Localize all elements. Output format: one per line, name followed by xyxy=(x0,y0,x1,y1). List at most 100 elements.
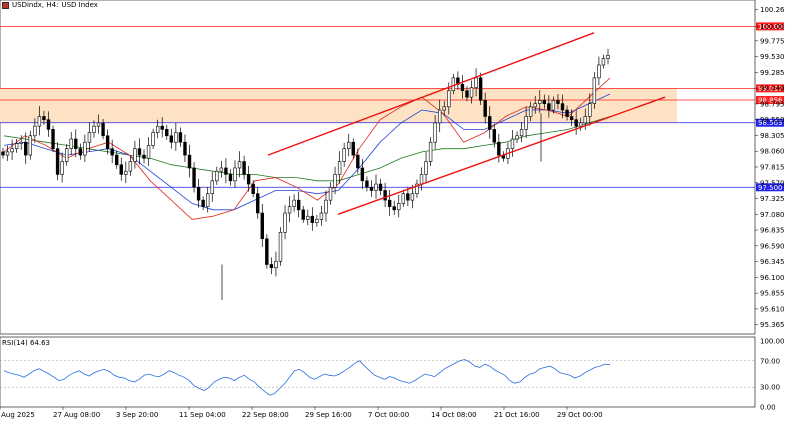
candle-body-14 xyxy=(64,148,69,162)
candle-body-17 xyxy=(78,148,83,156)
time-tick-label-2: 3 Sep 20:00 xyxy=(116,411,158,419)
candle-body-99 xyxy=(451,77,456,92)
price-tick-label-0: 100.265 xyxy=(760,6,785,14)
candle-body-124 xyxy=(565,109,569,117)
time-tick-label-6: 7 Oct 00:00 xyxy=(368,411,409,419)
rsi-line xyxy=(3,359,611,396)
candle-body-3 xyxy=(14,143,19,149)
candle-body-1 xyxy=(5,151,10,156)
candle-body-9 xyxy=(42,116,46,120)
price-tick-label-20: 95.365 xyxy=(760,321,785,329)
symbol-label: USDindx, H4: xyxy=(12,1,59,9)
candles-group xyxy=(1,48,610,277)
candle-body-62 xyxy=(283,212,287,233)
candle-body-5 xyxy=(24,141,28,156)
candle-body-86 xyxy=(392,206,396,211)
price-tick-label-4: 99.285 xyxy=(760,69,785,77)
candle-body-93 xyxy=(424,161,428,175)
main-pane-frame xyxy=(0,0,756,335)
candle-body-65 xyxy=(296,199,301,211)
ema-red-line xyxy=(3,77,611,220)
candle-body-21 xyxy=(96,122,101,127)
candle-body-35 xyxy=(160,125,164,130)
candle-body-85 xyxy=(387,199,392,207)
candle-body-70 xyxy=(319,212,324,220)
candle-body-81 xyxy=(369,186,374,191)
price-tick-label-1: 100.000 xyxy=(760,23,785,31)
rsi-tick-label-1: 70.00 xyxy=(760,357,780,365)
candle-body-6 xyxy=(28,135,32,156)
candle-body-32 xyxy=(146,145,151,159)
candle-body-44 xyxy=(201,199,205,207)
candle-body-34 xyxy=(155,125,160,133)
candle-body-113 xyxy=(515,135,519,140)
price-tick-label-6: 98.795 xyxy=(760,100,785,108)
candle-body-8 xyxy=(37,116,42,127)
price-tick-label-11: 97.570 xyxy=(760,179,785,187)
candle-body-31 xyxy=(142,154,146,159)
candle-body-58 xyxy=(265,238,269,265)
candle-body-66 xyxy=(301,209,305,220)
candle-body-50 xyxy=(228,174,233,182)
instrument-name: USD Index xyxy=(61,1,98,9)
candle-body-102 xyxy=(465,90,469,98)
candle-body-20 xyxy=(92,125,96,133)
level-tag-label-2: 98.856 xyxy=(758,97,783,105)
candle-body-18 xyxy=(83,141,87,156)
level-tag-bg-1 xyxy=(756,84,784,93)
candle-body-78 xyxy=(356,154,360,169)
candle-body-47 xyxy=(215,170,219,182)
ema-blue-line xyxy=(3,93,611,211)
candle-body-77 xyxy=(351,141,355,156)
candle-body-109 xyxy=(497,141,501,156)
candle-body-91 xyxy=(415,183,419,195)
level-tag-label-0: 100.000 xyxy=(758,23,785,31)
price-tick-label-14: 96.835 xyxy=(760,227,785,235)
candle-body-11 xyxy=(51,129,55,149)
candle-body-129 xyxy=(588,103,592,117)
price-tick-label-9: 98.060 xyxy=(760,148,785,156)
time-tick-label-9: 29 Oct 00:00 xyxy=(557,411,603,419)
price-tick-label-18: 95.855 xyxy=(760,290,785,298)
candle-body-40 xyxy=(183,141,187,156)
price-tick-label-3: 99.530 xyxy=(760,53,785,61)
candle-body-108 xyxy=(492,129,496,143)
candle-body-114 xyxy=(519,129,524,137)
candle-body-130 xyxy=(592,77,597,104)
candle-body-90 xyxy=(410,193,415,201)
candle-body-127 xyxy=(579,122,583,127)
candle-body-39 xyxy=(178,132,183,143)
candle-body-37 xyxy=(169,135,174,143)
price-tick-label-13: 97.080 xyxy=(760,211,785,219)
candle-body-75 xyxy=(342,148,346,162)
price-tick-label-15: 96.590 xyxy=(760,242,785,250)
candle-body-43 xyxy=(196,186,201,201)
candle-body-117 xyxy=(533,103,537,108)
candle-body-96 xyxy=(437,109,442,124)
candle-body-33 xyxy=(151,132,155,146)
level-tag-bg-3 xyxy=(756,118,784,127)
candle-body-88 xyxy=(401,193,406,204)
candle-body-60 xyxy=(274,260,278,269)
candle-body-69 xyxy=(315,219,319,223)
candle-body-119 xyxy=(542,100,547,104)
price-tick-label-5: 99.040 xyxy=(760,85,785,93)
level-tag-bg-4 xyxy=(756,183,784,192)
candle-body-125 xyxy=(569,116,574,120)
candle-body-71 xyxy=(324,199,328,214)
candle-body-54 xyxy=(246,174,251,185)
candle-body-128 xyxy=(583,116,587,124)
price-tick-label-19: 95.610 xyxy=(760,305,785,313)
candle-body-82 xyxy=(374,183,378,191)
candle-body-115 xyxy=(524,116,528,130)
candle-body-89 xyxy=(406,193,410,201)
candle-body-123 xyxy=(560,103,565,111)
candle-body-116 xyxy=(528,106,533,117)
candle-body-126 xyxy=(574,119,578,127)
candle-body-25 xyxy=(115,154,119,166)
candle-body-74 xyxy=(337,161,342,175)
price-tick-label-8: 98.305 xyxy=(760,132,785,140)
candle-body-87 xyxy=(397,203,401,211)
candle-body-63 xyxy=(287,206,292,214)
